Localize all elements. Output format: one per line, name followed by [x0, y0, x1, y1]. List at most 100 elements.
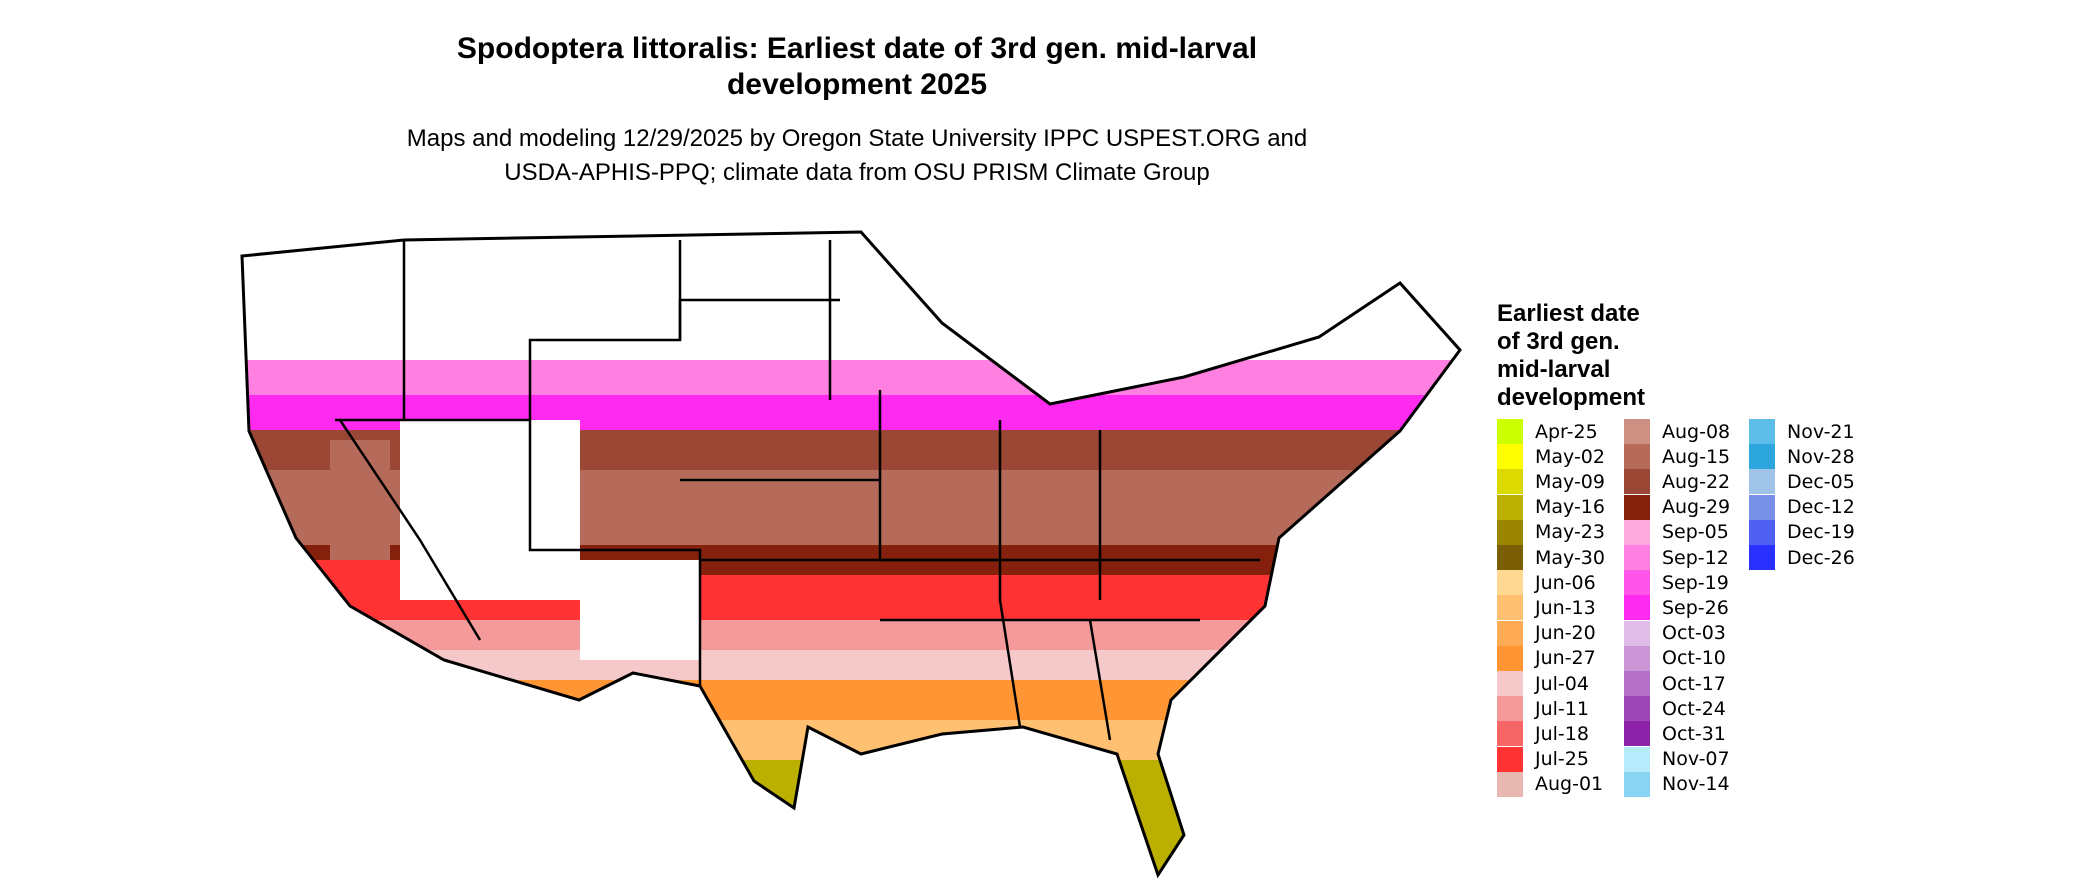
date-patch	[300, 560, 400, 620]
legend-label: Sep-05	[1662, 521, 1729, 544]
legend-swatch	[1624, 696, 1650, 722]
legend-swatch	[1624, 595, 1650, 621]
legend-swatch	[1624, 671, 1650, 696]
legend-item: Jun-27	[1497, 645, 1596, 671]
legend-swatch	[1749, 519, 1775, 545]
legend-item: May-23	[1497, 519, 1605, 545]
legend-swatch	[1497, 444, 1523, 470]
legend-item: Oct-03	[1624, 620, 1726, 646]
legend-item: Dec-05	[1749, 469, 1855, 495]
legend-label: Dec-19	[1787, 521, 1855, 544]
legend-label: Dec-26	[1787, 546, 1855, 569]
legend-label: Jul-11	[1535, 697, 1589, 720]
legend-swatch	[1624, 444, 1650, 470]
legend-item: Oct-24	[1624, 696, 1726, 722]
legend-swatch	[1749, 494, 1775, 520]
legend-label: Aug-15	[1662, 445, 1731, 468]
legend-label: Jun-27	[1535, 647, 1596, 670]
legend-label: May-02	[1535, 445, 1605, 468]
legend-swatch	[1497, 545, 1523, 570]
legend-item: Nov-28	[1749, 444, 1855, 470]
date-band	[242, 232, 1460, 360]
legend-label: Jun-20	[1535, 622, 1596, 645]
legend-swatch	[1624, 570, 1650, 596]
legend-label: May-09	[1535, 470, 1605, 493]
legend-swatch	[1624, 419, 1650, 444]
legend-swatch	[1497, 494, 1523, 520]
legend-item: Oct-31	[1624, 721, 1726, 747]
legend-item: Dec-12	[1749, 494, 1855, 520]
legend-label: Jul-18	[1535, 722, 1589, 745]
legend-swatch	[1624, 545, 1650, 570]
legend-item: Oct-10	[1624, 645, 1726, 671]
legend-label: Nov-14	[1662, 773, 1730, 796]
legend-label: Oct-31	[1662, 722, 1726, 745]
date-patch	[400, 420, 580, 600]
legend-swatch	[1749, 469, 1775, 495]
map-subtitle-line1: Maps and modeling 12/29/2025 by Oregon S…	[406, 125, 1308, 152]
legend-title: Earliest date of 3rd gen. mid-larval develo…	[1497, 300, 1646, 411]
map-title-line1: Spodoptera littoralis: Earliest date of …	[456, 32, 1258, 65]
legend-label: May-16	[1535, 496, 1605, 519]
legend-label: Oct-24	[1662, 697, 1726, 720]
legend-label: Dec-12	[1787, 496, 1855, 519]
legend-label: Oct-10	[1662, 647, 1726, 670]
us-outline	[240, 230, 1462, 879]
legend-swatch	[1497, 696, 1523, 722]
legend-label: Nov-21	[1787, 420, 1855, 443]
legend-label: May-23	[1535, 521, 1605, 544]
legend-item: Sep-12	[1624, 545, 1729, 570]
legend-item: Sep-19	[1624, 570, 1729, 596]
legend-swatch	[1497, 595, 1523, 621]
legend-label: Jun-06	[1535, 571, 1596, 594]
legend-item: Sep-05	[1624, 519, 1729, 545]
legend-swatch	[1624, 645, 1650, 671]
legend-label: Oct-17	[1662, 672, 1726, 695]
legend-item: Aug-22	[1624, 469, 1730, 495]
legend-swatch	[1497, 771, 1523, 797]
date-patch	[330, 440, 390, 560]
legend-item: Oct-17	[1624, 671, 1726, 696]
legend-swatch	[1624, 469, 1650, 495]
legend-item: Aug-29	[1624, 494, 1731, 520]
legend-label: Aug-29	[1662, 496, 1731, 519]
legend-item: May-16	[1497, 494, 1605, 520]
legend-label: Jul-04	[1535, 672, 1589, 695]
legend-label: May-30	[1535, 546, 1605, 569]
legend-label: Sep-19	[1662, 571, 1729, 594]
map-subtitle-line2: USDA-APHIS-PPQ; climate data from OSU PR…	[504, 159, 1210, 186]
legend-label: Aug-08	[1662, 420, 1731, 443]
legend-swatch	[1749, 419, 1775, 444]
legend-swatch	[1624, 771, 1650, 797]
date-band	[242, 430, 1460, 470]
legend-swatch	[1497, 620, 1523, 646]
legend-label: Apr-25	[1535, 420, 1598, 443]
date-band	[242, 395, 1460, 430]
legend-label: Jul-25	[1535, 748, 1589, 771]
legend-label: Nov-07	[1662, 748, 1730, 771]
legend-item: Nov-21	[1749, 419, 1855, 444]
legend-label: Sep-26	[1662, 596, 1729, 619]
date-band	[242, 760, 1460, 875]
legend-swatch	[1497, 746, 1523, 772]
date-band	[242, 620, 1460, 650]
date-band	[242, 360, 1460, 395]
date-band	[242, 720, 1460, 760]
development-date-raster	[242, 232, 1460, 875]
legend-item: Jun-06	[1497, 570, 1596, 596]
legend-label: Dec-05	[1787, 470, 1855, 493]
date-band	[242, 680, 1460, 720]
legend-item: Jul-11	[1497, 696, 1589, 722]
legend-swatch	[1497, 721, 1523, 747]
legend-swatch	[1624, 519, 1650, 545]
legend-swatch	[1749, 444, 1775, 470]
legend-swatch	[1624, 746, 1650, 772]
legend-swatch	[1624, 721, 1650, 747]
legend-item: Dec-19	[1749, 519, 1855, 545]
legend-label: Oct-03	[1662, 622, 1726, 645]
legend-label: Sep-12	[1662, 546, 1729, 569]
legend-swatch	[1497, 519, 1523, 545]
legend-swatch	[1497, 419, 1523, 444]
